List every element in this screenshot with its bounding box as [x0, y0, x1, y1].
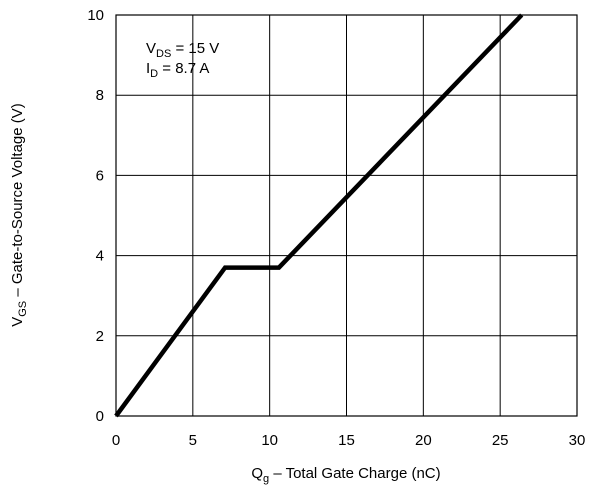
y-tick-label-8: 8 [96, 87, 104, 104]
grid-lines [116, 15, 577, 416]
plot-frame [115, 14, 578, 417]
series-group [114, 13, 524, 418]
x-tick-label-5: 5 [189, 432, 197, 449]
y-tick-label-0: 0 [96, 408, 104, 425]
y-tick-label-10: 10 [87, 7, 104, 24]
x-tick-label-25: 25 [492, 432, 509, 449]
y-axis-label: VGS – Gate-to-Source Voltage (V) [9, 103, 29, 327]
y-tick-label-6: 6 [96, 167, 104, 184]
series-line-0 [114, 13, 524, 418]
annotation-id: ID = 8.7 A [146, 60, 209, 80]
x-tick-label-30: 30 [569, 432, 586, 449]
x-axis-label: Qg – Total Gate Charge (nC) [251, 465, 440, 485]
x-tick-label-0: 0 [112, 432, 120, 449]
y-tick-label-2: 2 [96, 328, 104, 345]
annotation-box: VDS = 15 V ID = 8.7 A [146, 40, 219, 80]
tick-labels: 0 5 10 15 20 25 30 0 2 4 6 8 10 [87, 7, 585, 449]
x-tick-label-10: 10 [261, 432, 278, 449]
x-tick-label-20: 20 [415, 432, 432, 449]
y-tick-label-4: 4 [96, 248, 104, 265]
x-tick-label-15: 15 [338, 432, 355, 449]
annotation-vds: VDS = 15 V [146, 40, 219, 60]
